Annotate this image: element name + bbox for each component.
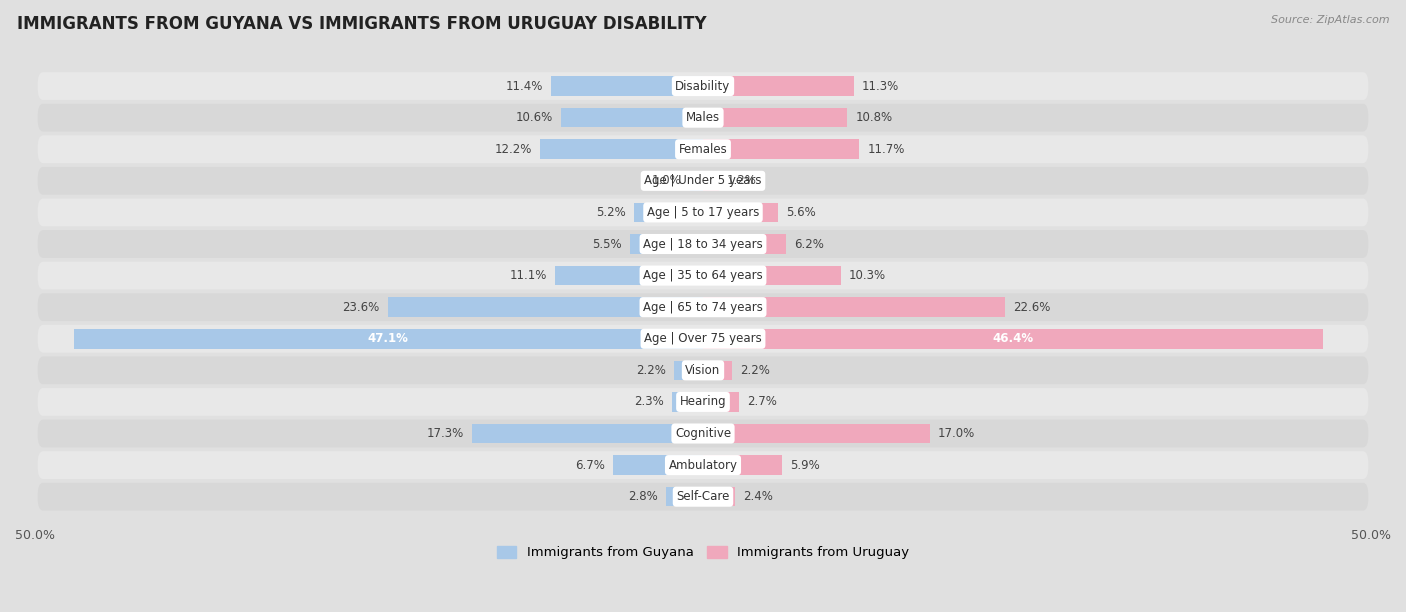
Text: IMMIGRANTS FROM GUYANA VS IMMIGRANTS FROM URUGUAY DISABILITY: IMMIGRANTS FROM GUYANA VS IMMIGRANTS FRO… <box>17 15 706 33</box>
Legend: Immigrants from Guyana, Immigrants from Uruguay: Immigrants from Guyana, Immigrants from … <box>491 540 915 564</box>
Text: 5.6%: 5.6% <box>786 206 815 219</box>
Bar <box>703 424 931 443</box>
Text: 5.5%: 5.5% <box>592 237 621 250</box>
Text: Ambulatory: Ambulatory <box>668 458 738 472</box>
Text: Self-Care: Self-Care <box>676 490 730 503</box>
Bar <box>555 266 703 285</box>
FancyBboxPatch shape <box>38 451 1368 479</box>
FancyBboxPatch shape <box>38 262 1368 289</box>
Text: Cognitive: Cognitive <box>675 427 731 440</box>
Text: 11.1%: 11.1% <box>509 269 547 282</box>
Text: 2.4%: 2.4% <box>744 490 773 503</box>
Bar <box>703 140 859 159</box>
FancyBboxPatch shape <box>38 104 1368 132</box>
Text: 5.9%: 5.9% <box>790 458 820 472</box>
Text: 10.8%: 10.8% <box>855 111 893 124</box>
Text: 2.2%: 2.2% <box>636 364 665 377</box>
Bar <box>703 266 841 285</box>
Bar <box>703 329 1323 349</box>
Text: 2.7%: 2.7% <box>747 395 778 408</box>
Bar <box>703 108 848 127</box>
FancyBboxPatch shape <box>38 420 1368 447</box>
Bar <box>551 76 703 96</box>
Bar <box>689 171 703 190</box>
Bar <box>673 360 703 380</box>
Text: Age | 35 to 64 years: Age | 35 to 64 years <box>643 269 763 282</box>
Text: 10.6%: 10.6% <box>516 111 554 124</box>
Bar <box>634 203 703 222</box>
Bar <box>630 234 703 254</box>
Text: 5.2%: 5.2% <box>596 206 626 219</box>
Bar <box>73 329 703 349</box>
Text: Age | Under 5 years: Age | Under 5 years <box>644 174 762 187</box>
Text: 1.2%: 1.2% <box>727 174 756 187</box>
Text: 11.4%: 11.4% <box>505 80 543 92</box>
Text: 2.3%: 2.3% <box>634 395 664 408</box>
Text: Age | 65 to 74 years: Age | 65 to 74 years <box>643 300 763 314</box>
Text: 6.2%: 6.2% <box>794 237 824 250</box>
Text: Males: Males <box>686 111 720 124</box>
Text: Disability: Disability <box>675 80 731 92</box>
Bar <box>703 392 740 412</box>
Text: 6.7%: 6.7% <box>575 458 606 472</box>
Text: Hearing: Hearing <box>679 395 727 408</box>
Bar <box>472 424 703 443</box>
Text: Source: ZipAtlas.com: Source: ZipAtlas.com <box>1271 15 1389 25</box>
FancyBboxPatch shape <box>38 483 1368 510</box>
Text: 47.1%: 47.1% <box>368 332 409 345</box>
FancyBboxPatch shape <box>38 356 1368 384</box>
Bar <box>613 455 703 475</box>
Text: 2.8%: 2.8% <box>628 490 658 503</box>
Text: 11.3%: 11.3% <box>862 80 900 92</box>
Bar <box>703 297 1005 317</box>
Bar <box>388 297 703 317</box>
Text: Age | 18 to 34 years: Age | 18 to 34 years <box>643 237 763 250</box>
Text: Age | Over 75 years: Age | Over 75 years <box>644 332 762 345</box>
Text: 11.7%: 11.7% <box>868 143 904 155</box>
Text: 12.2%: 12.2% <box>495 143 531 155</box>
Bar <box>703 76 853 96</box>
Text: 17.0%: 17.0% <box>938 427 976 440</box>
Bar <box>703 455 782 475</box>
Bar <box>703 487 735 507</box>
Text: 23.6%: 23.6% <box>343 300 380 314</box>
Bar <box>703 234 786 254</box>
FancyBboxPatch shape <box>38 72 1368 100</box>
Text: 22.6%: 22.6% <box>1012 300 1050 314</box>
Bar <box>703 203 778 222</box>
Text: 10.3%: 10.3% <box>849 269 886 282</box>
Bar <box>561 108 703 127</box>
Text: 2.2%: 2.2% <box>741 364 770 377</box>
Bar <box>672 392 703 412</box>
Text: 46.4%: 46.4% <box>993 332 1033 345</box>
Bar <box>703 171 718 190</box>
Text: 17.3%: 17.3% <box>426 427 464 440</box>
Bar <box>540 140 703 159</box>
Text: Age | 5 to 17 years: Age | 5 to 17 years <box>647 206 759 219</box>
Text: Females: Females <box>679 143 727 155</box>
FancyBboxPatch shape <box>38 167 1368 195</box>
Bar <box>703 360 733 380</box>
FancyBboxPatch shape <box>38 388 1368 416</box>
Bar <box>665 487 703 507</box>
Text: Vision: Vision <box>685 364 721 377</box>
FancyBboxPatch shape <box>38 230 1368 258</box>
FancyBboxPatch shape <box>38 293 1368 321</box>
FancyBboxPatch shape <box>38 135 1368 163</box>
FancyBboxPatch shape <box>38 325 1368 353</box>
Text: 1.0%: 1.0% <box>652 174 682 187</box>
FancyBboxPatch shape <box>38 198 1368 226</box>
